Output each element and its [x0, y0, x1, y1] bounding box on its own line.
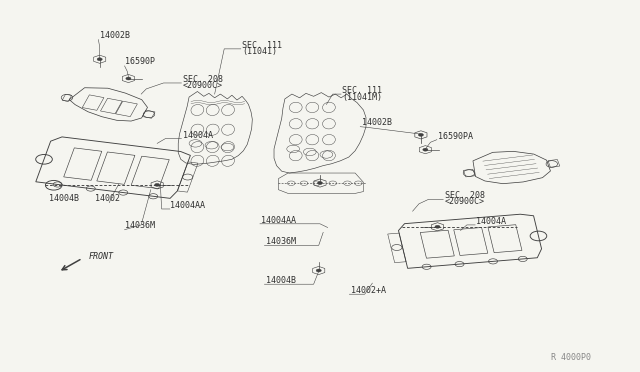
Text: 14004B: 14004B [266, 276, 296, 285]
Text: 14004B: 14004B [49, 194, 79, 203]
Text: 14002+A: 14002+A [351, 286, 386, 295]
Circle shape [316, 269, 321, 272]
Text: 14004AA: 14004AA [261, 216, 296, 225]
Text: 16590PA: 16590PA [438, 132, 473, 141]
Circle shape [317, 182, 323, 185]
Text: SEC. 208: SEC. 208 [182, 75, 223, 84]
Text: SEC. 208: SEC. 208 [445, 191, 484, 200]
Circle shape [419, 134, 424, 137]
Text: (11041): (11041) [242, 47, 277, 56]
Text: 14036M: 14036M [125, 221, 156, 231]
Text: 14004A: 14004A [476, 217, 506, 226]
Text: 14002B: 14002B [362, 118, 392, 128]
Text: 14004A: 14004A [182, 131, 212, 140]
Circle shape [97, 58, 102, 61]
Text: SEC. 111: SEC. 111 [242, 41, 282, 49]
Text: 14002B: 14002B [100, 31, 130, 39]
Text: R 4000P0: R 4000P0 [551, 353, 591, 362]
Text: (11041M): (11041M) [342, 93, 382, 102]
Text: 16590P: 16590P [125, 57, 156, 65]
Text: 14004AA: 14004AA [170, 201, 205, 210]
Text: 14002: 14002 [95, 194, 120, 203]
Text: <20900C>: <20900C> [182, 81, 223, 90]
Circle shape [435, 225, 440, 228]
Text: <20900C>: <20900C> [445, 198, 484, 206]
Text: 14036M: 14036M [266, 237, 296, 246]
Text: SEC. 111: SEC. 111 [342, 86, 382, 95]
Circle shape [126, 77, 131, 80]
Circle shape [423, 148, 428, 151]
Text: FRONT: FRONT [89, 252, 114, 261]
Circle shape [155, 183, 160, 186]
